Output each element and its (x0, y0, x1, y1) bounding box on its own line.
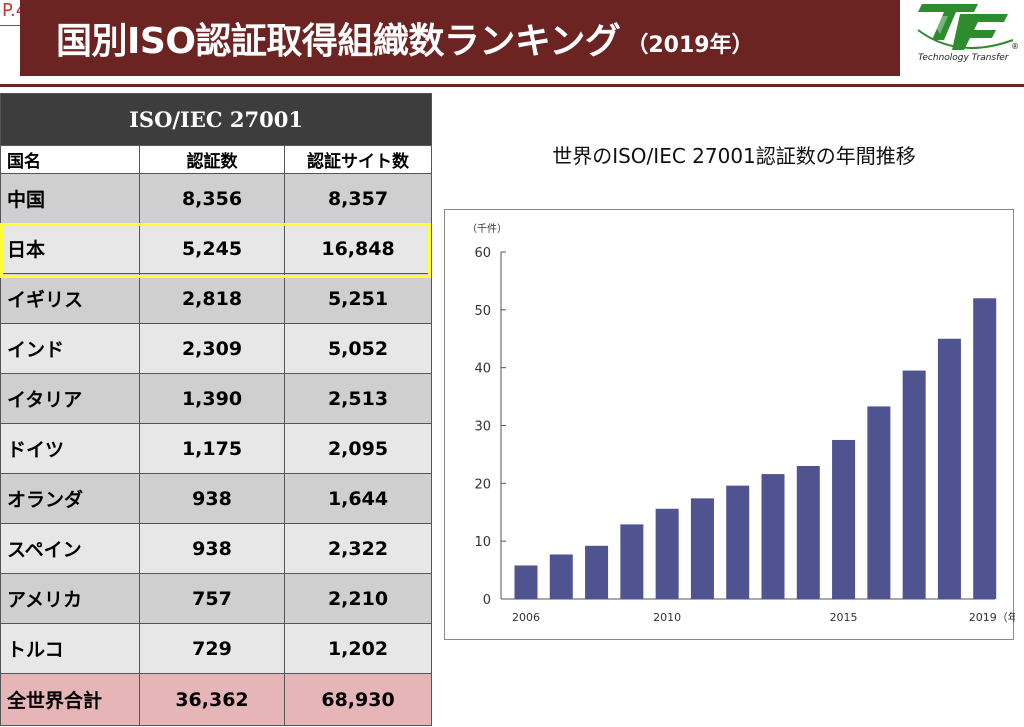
certs-cell: 2,818 (139, 273, 285, 324)
table-title: ISO/IEC 27001 (0, 93, 433, 146)
y-tick-label: 10 (474, 535, 491, 550)
country-cell: オランダ (0, 473, 140, 524)
bar-2019 (973, 298, 997, 599)
total-sites-cell: 68,930 (283, 673, 433, 726)
table-row: アメリカ 757 2,210 (0, 573, 433, 624)
y-tick-label: 20 (474, 477, 491, 492)
bar-2015 (832, 439, 856, 599)
bar-2006 (514, 565, 538, 599)
sites-cell: 2,513 (283, 373, 433, 424)
y-tick-label: 60 (474, 246, 491, 261)
y-tick-label: 50 (474, 304, 491, 319)
total-label-cell: 全世界合計 (0, 673, 140, 726)
certs-cell: 5,245 (139, 223, 285, 274)
total-certs-cell: 36,362 (139, 673, 285, 726)
country-cell: アメリカ (0, 573, 140, 624)
bar-2012 (726, 485, 750, 599)
bar-2013 (761, 474, 785, 599)
table-row: 日本 5,245 16,848 (0, 223, 433, 274)
chart-container: （千件） 0 10 20 30 40 50 60 2006 2010 2015 2019（年） (444, 209, 1015, 640)
bar-2018 (937, 338, 961, 599)
certs-cell: 8,356 (139, 173, 285, 224)
bar-2017 (902, 370, 926, 599)
sites-cell: 2,322 (283, 523, 433, 574)
sites-cell: 1,644 (283, 473, 433, 524)
country-cell: 中国 (0, 173, 140, 224)
table-header-row: ISO/IEC 27001 (0, 93, 433, 146)
country-cell: イタリア (0, 373, 140, 424)
country-cell: トルコ (0, 623, 140, 674)
column-header-certs: 認証数 (139, 145, 285, 174)
certs-cell: 1,390 (139, 373, 285, 424)
company-logo-icon (917, 4, 1014, 50)
chart-title: 世界のISO/IEC 27001認証数の年間推移 (552, 144, 916, 168)
bar-2014 (796, 465, 820, 599)
y-tick-label: 30 (474, 420, 491, 435)
bar-2009 (620, 524, 644, 599)
certs-cell: 938 (139, 523, 285, 574)
column-header-country: 国名 (0, 145, 140, 174)
country-cell: 日本 (0, 223, 140, 274)
x-tick-label: 2006 (512, 611, 540, 624)
bar-2010 (655, 508, 679, 599)
page-title: 国別ISO認証取得組織数ランキング (56, 21, 621, 62)
table-row: インド 2,309 5,052 (0, 323, 433, 374)
table-row: 中国 8,356 8,357 (0, 173, 433, 224)
table-row: ドイツ 1,175 2,095 (0, 423, 433, 474)
bar-chart: （千件） 0 10 20 30 40 50 60 2006 2010 2015 2019（年） (467, 223, 1015, 624)
country-cell: ドイツ (0, 423, 140, 474)
title-year: （2019年） (626, 33, 754, 58)
certs-cell: 757 (139, 573, 285, 624)
bar-2008 (585, 545, 609, 599)
bar-2011 (690, 498, 714, 599)
country-cell: スペイン (0, 523, 140, 574)
certs-cell: 2,309 (139, 323, 285, 374)
x-tick-label: 2019（年） (969, 610, 1015, 624)
y-tick-label: 0 (483, 593, 491, 608)
table-row: オランダ 938 1,644 (0, 473, 433, 524)
registered-mark: ® (1011, 42, 1019, 51)
table-row: トルコ 729 1,202 (0, 623, 433, 674)
iso-ranking-table: ISO/IEC 27001 国名 認証数 認証サイト数 中国 8,356 8,3… (0, 93, 433, 726)
bar-2016 (867, 406, 891, 599)
header-divider (0, 84, 1024, 87)
x-tick-label: 2010 (653, 611, 681, 624)
certs-cell: 938 (139, 473, 285, 524)
column-header-sites: 認証サイト数 (283, 145, 433, 174)
y-tick-label: 40 (474, 362, 491, 377)
table-row: スペイン 938 2,322 (0, 523, 433, 574)
sites-cell: 2,210 (283, 573, 433, 624)
logo-text: Technology Transfer (918, 53, 1009, 63)
sites-cell: 8,357 (283, 173, 433, 224)
sites-cell: 5,251 (283, 273, 433, 324)
bar-2007 (549, 554, 573, 599)
x-tick-label: 2015 (830, 611, 858, 624)
table-row: イギリス 2,818 5,251 (0, 273, 433, 324)
certs-cell: 1,175 (139, 423, 285, 474)
table-row: イタリア 1,390 2,513 (0, 373, 433, 424)
table-total-row: 全世界合計 36,362 68,930 (0, 673, 433, 726)
sites-cell: 2,095 (283, 423, 433, 474)
certs-cell: 729 (139, 623, 285, 674)
country-cell: イギリス (0, 273, 140, 324)
sites-cell: 1,202 (283, 623, 433, 674)
sites-cell: 16,848 (283, 223, 433, 274)
y-unit-label: （千件） (467, 223, 507, 235)
title-bar: 国別ISO認証取得組織数ランキング （2019年） (20, 0, 900, 76)
country-cell: インド (0, 323, 140, 374)
sites-cell: 5,052 (283, 323, 433, 374)
table-column-row: 国名 認証数 認証サイト数 (0, 145, 433, 174)
